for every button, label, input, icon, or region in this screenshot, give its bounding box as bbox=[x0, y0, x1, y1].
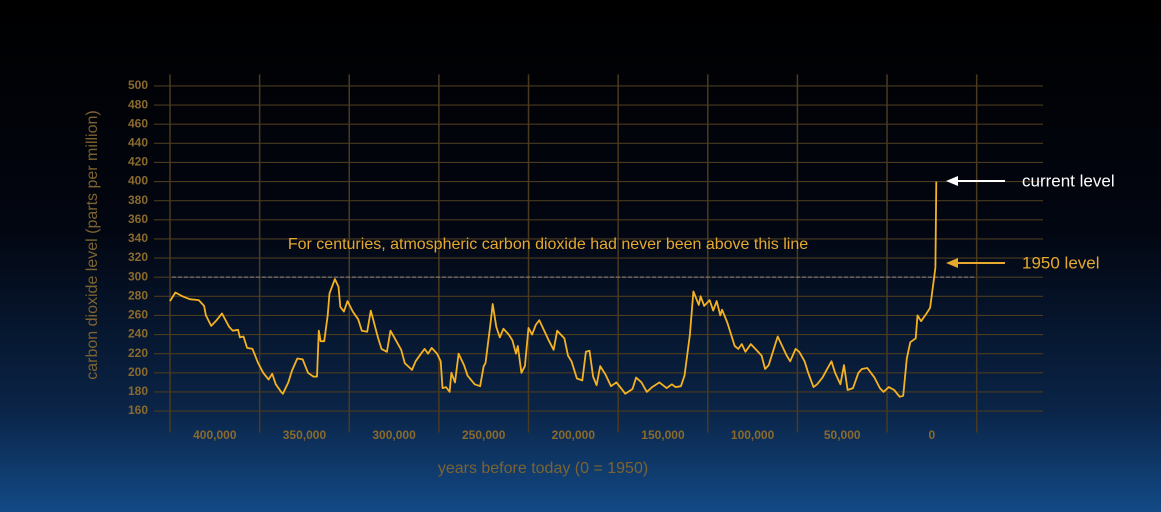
data-line bbox=[169, 181, 938, 398]
y-tick-label: 460 bbox=[128, 116, 148, 130]
x-tick-label: 400,000 bbox=[193, 428, 237, 442]
y-tick-label: 300 bbox=[128, 269, 148, 283]
annotation: For centuries, atmospheric carbon dioxid… bbox=[288, 236, 808, 253]
x-tick-label: 200,000 bbox=[552, 428, 596, 442]
annotation: current level bbox=[1022, 171, 1115, 190]
y-tick-label: 160 bbox=[128, 403, 148, 417]
y-tick-label: 280 bbox=[128, 288, 148, 302]
x-tick-label: 150,000 bbox=[641, 428, 685, 442]
x-tick-label: 350,000 bbox=[283, 428, 327, 442]
y-tick-label: 400 bbox=[128, 174, 148, 188]
y-tick-label: 240 bbox=[128, 327, 148, 341]
x-tick-label: 250,000 bbox=[462, 428, 506, 442]
x-tick-label: 50,000 bbox=[824, 428, 861, 442]
y-tick-label: 380 bbox=[128, 193, 148, 207]
y-tick-label: 480 bbox=[128, 97, 148, 111]
y-tick-label: 260 bbox=[128, 308, 148, 322]
annotation: 1950 level bbox=[1022, 253, 1100, 272]
grid bbox=[154, 74, 1043, 433]
y-axis-title: carbon dioxide level (parts per million) bbox=[84, 110, 101, 379]
y-tick-label: 340 bbox=[128, 231, 148, 245]
x-tick-label: 100,000 bbox=[731, 428, 775, 442]
y-tick-label: 500 bbox=[128, 78, 148, 92]
y-tick-label: 220 bbox=[128, 346, 148, 360]
y-tick-label: 420 bbox=[128, 155, 148, 169]
x-tick-label: 0 bbox=[929, 428, 936, 442]
y-tick-label: 180 bbox=[128, 384, 148, 398]
y-tick-label: 200 bbox=[128, 365, 148, 379]
arrow-head bbox=[946, 258, 958, 268]
y-tick-label: 440 bbox=[128, 135, 148, 149]
x-tick-label: 300,000 bbox=[372, 428, 416, 442]
y-tick-label: 320 bbox=[128, 250, 148, 264]
y-tick-label: 360 bbox=[128, 212, 148, 226]
arrow-head bbox=[946, 176, 958, 186]
x-axis-title: years before today (0 = 1950) bbox=[438, 460, 648, 477]
